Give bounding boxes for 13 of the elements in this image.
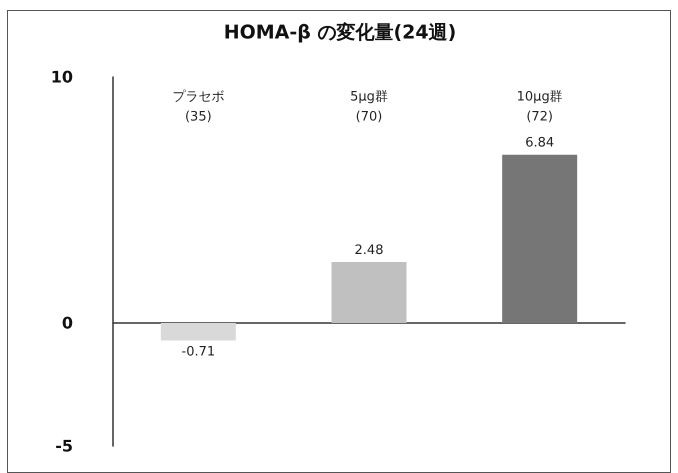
bar bbox=[332, 262, 406, 323]
data-label: -0.71 bbox=[182, 344, 216, 360]
bar bbox=[160, 323, 236, 340]
x-tick-label: 5μg群 (70) bbox=[350, 90, 388, 124]
y-tick-label: -5 bbox=[55, 436, 73, 456]
chart-title: HOMA-β の変化量(24週) bbox=[224, 22, 456, 44]
y-tick-label: 10 bbox=[50, 68, 73, 86]
data-label: 2.48 bbox=[354, 242, 384, 258]
bar bbox=[502, 154, 578, 323]
x-tick-label: 10μg群 (72) bbox=[516, 90, 563, 124]
x-tick-label: プラセボ (35) bbox=[172, 90, 224, 124]
y-tick-label: 0 bbox=[62, 314, 73, 332]
data-label: 6.84 bbox=[525, 136, 554, 151]
